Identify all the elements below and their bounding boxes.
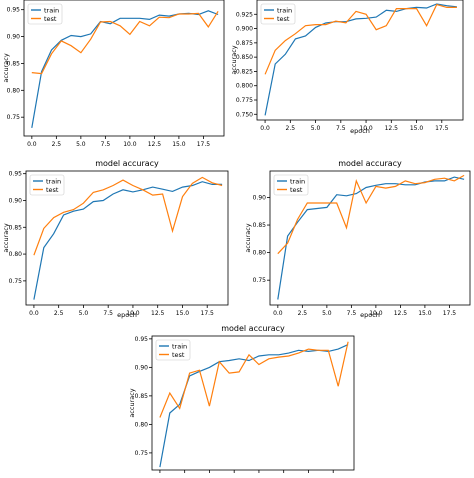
x-axis-label: epoch	[360, 311, 380, 319]
legend-label-test: test	[172, 351, 185, 359]
y-tick-label: 0.90	[7, 34, 21, 41]
x-tick-label: 10.0	[126, 310, 140, 317]
y-axis-label: accuracy	[128, 388, 136, 417]
chart-panel-4: 0.0 2.5 5.0 7.5 10.0 12.5 15.0 17.5 0.75 0.80 0.85…	[244, 159, 471, 319]
y-tick-label: 0.85	[253, 222, 267, 229]
x-tick-label: 12.5	[151, 310, 165, 317]
y-tick-label: 0.80	[7, 87, 21, 94]
y-tick-label: 0.90	[253, 194, 267, 201]
legend-label-train: train	[277, 6, 292, 14]
series-line-test	[264, 3, 457, 75]
series-line-train	[264, 3, 457, 116]
x-tick-label: 2.5	[54, 310, 64, 317]
x-tick-label: 15.0	[176, 310, 190, 317]
y-tick-label: 0.900	[236, 26, 253, 33]
y-axis-label: accuracy	[244, 223, 252, 252]
y-tick-label: 0.95	[135, 336, 149, 343]
x-tick-label: 17.5	[443, 310, 457, 317]
y-tick-label: 0.80	[9, 251, 23, 258]
x-tick-label: 17.5	[197, 141, 211, 148]
chart-panel-1: 0.0 2.5 5.0 7.5 10.0 12.5 15.0 17.5 0.75 0.80 0.85…	[2, 0, 225, 148]
x-tick-label: 2.5	[52, 141, 62, 148]
series-line-test	[33, 176, 223, 256]
chart-panel-3: 0.0 2.5 5.0 7.5 10.0 12.5 15.0 17.5 0.75 0.80 0.85…	[2, 159, 229, 319]
x-tick-label: 2.5	[298, 310, 308, 317]
legend-label-test: test	[290, 186, 303, 194]
legend-label-train: train	[44, 6, 59, 14]
x-tick-label: 5.0	[76, 141, 86, 148]
x-tick-label: 12.5	[385, 125, 399, 132]
x-tick-label: 7.5	[101, 141, 111, 148]
y-tick-label: 0.875	[236, 40, 253, 47]
x-tick-label: 5.0	[79, 310, 89, 317]
series-line-test	[277, 174, 465, 255]
axes-frame	[23, 0, 225, 137]
x-tick-label: 10.0	[369, 310, 383, 317]
y-tick-label: 0.95	[7, 7, 21, 14]
y-axis-label: accuracy	[230, 45, 238, 74]
x-tick-label: 17.5	[435, 125, 449, 132]
y-axis-label: accuracy	[2, 223, 10, 252]
x-tick-label: 15.0	[418, 310, 432, 317]
y-tick-label: 0.90	[9, 197, 23, 204]
x-tick-label: 12.5	[394, 310, 408, 317]
legend-label-train: train	[46, 177, 61, 185]
y-tick-label: 0.85	[7, 60, 21, 67]
axes-frame	[25, 170, 229, 306]
y-tick-label: 0.800	[236, 83, 253, 90]
x-tick-label: 7.5	[347, 310, 357, 317]
y-tick-label: 0.925	[236, 11, 253, 18]
x-tick-label: 10.0	[359, 125, 373, 132]
x-axis-label: epoch	[117, 311, 137, 319]
legend-label-train: train	[172, 342, 187, 350]
y-tick-label: 0.90	[135, 364, 149, 371]
y-tick-label: 0.850	[236, 54, 253, 61]
chart-panel-2: 0.0 2.5 5.0 7.5 10.0 12.5 15.0 17.5 0.750 0.775 0.…	[230, 0, 464, 135]
x-tick-label: 0.0	[273, 310, 283, 317]
y-tick-label: 0.85	[9, 224, 23, 231]
x-tick-label: 17.5	[201, 310, 215, 317]
x-tick-label: 2.5	[286, 125, 296, 132]
x-tick-label: 0.0	[29, 310, 39, 317]
x-tick-label: 0.0	[260, 125, 270, 132]
y-tick-label: 0.95	[9, 171, 23, 178]
x-tick-label: 12.5	[148, 141, 162, 148]
chart-title: model accuracy	[338, 159, 402, 168]
x-tick-label: 5.0	[322, 310, 332, 317]
y-tick-label: 0.825	[236, 68, 253, 75]
x-tick-label: 7.5	[103, 310, 113, 317]
y-tick-label: 0.80	[253, 250, 267, 257]
x-tick-label: 10.0	[123, 141, 137, 148]
legend-label-test: test	[44, 15, 57, 23]
series-line-train	[277, 176, 465, 300]
legend-label-train: train	[290, 177, 305, 185]
y-tick-label: 0.85	[135, 393, 149, 400]
x-tick-label: 15.0	[172, 141, 186, 148]
x-axis-label: epoch	[350, 127, 370, 135]
y-axis-label: accuracy	[2, 53, 10, 82]
axes-frame	[269, 170, 471, 306]
series-line-test	[31, 10, 219, 75]
y-tick-label: 0.75	[135, 450, 149, 457]
x-tick-label: 5.0	[311, 125, 321, 132]
y-tick-label: 0.775	[236, 97, 253, 104]
legend-label-test: test	[277, 15, 290, 23]
axes-frame	[151, 335, 355, 471]
y-tick-label: 0.80	[135, 421, 149, 428]
series-line-test	[159, 341, 349, 418]
x-tick-label: 15.0	[410, 125, 424, 132]
axes-frame	[256, 0, 464, 121]
legend-label-test: test	[46, 186, 59, 194]
x-tick-label: 0.0	[27, 141, 37, 148]
y-tick-label: 0.75	[7, 114, 21, 121]
y-tick-label: 0.75	[9, 278, 23, 285]
chart-title: model accuracy	[221, 324, 285, 333]
x-tick-label: 7.5	[336, 125, 346, 132]
chart-title: model accuracy	[95, 159, 159, 168]
y-tick-label: 0.75	[253, 277, 267, 284]
y-tick-label: 0.750	[236, 111, 253, 118]
